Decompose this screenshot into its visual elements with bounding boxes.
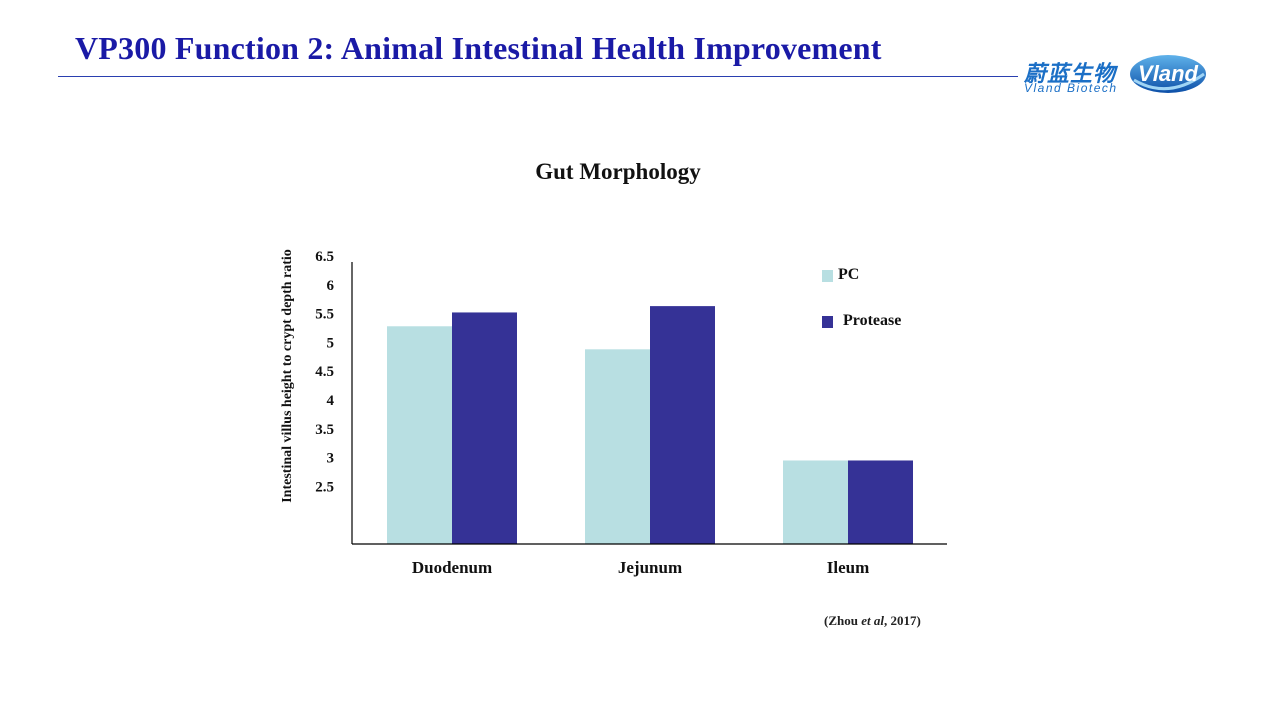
y-tick-label: 5.5 xyxy=(315,307,334,323)
logo-badge-icon: Vland xyxy=(1130,55,1206,93)
y-tick-label: 5 xyxy=(327,335,335,351)
y-tick-label: 6.5 xyxy=(315,249,334,265)
x-tick-label: Ileum xyxy=(827,558,870,577)
y-axis-ticks: 6.5 6 5.5 5 4.5 4 3.5 3 2.5 xyxy=(315,249,334,495)
legend-swatch-pc xyxy=(822,270,833,282)
y-tick-label: 4.5 xyxy=(315,364,334,380)
citation: (Zhou et al, 2017) xyxy=(824,613,921,629)
bar-protease-ileum xyxy=(848,460,913,544)
company-logo: 蔚蓝生物 Vland Biotech Vland xyxy=(1018,50,1208,102)
bar-pc-ileum xyxy=(783,460,848,544)
legend-swatch-protease xyxy=(822,316,833,328)
legend: PC Protease xyxy=(822,266,901,329)
x-tick-label: Duodenum xyxy=(412,558,492,577)
citation-etal: et al xyxy=(861,613,884,628)
bar-pc-duodenum xyxy=(387,326,452,544)
y-tick-label: 3.5 xyxy=(315,422,334,438)
y-tick-label: 4 xyxy=(327,393,335,409)
y-tick-label: 2.5 xyxy=(315,479,334,495)
bars xyxy=(387,306,913,544)
y-tick-label: 6 xyxy=(327,278,335,294)
legend-label-protease: Protease xyxy=(843,312,901,329)
logo-english-name: Vland Biotech xyxy=(1024,81,1118,95)
bar-protease-duodenum xyxy=(452,312,517,544)
bar-pc-jejunum xyxy=(585,349,650,544)
title-divider xyxy=(58,76,1018,77)
x-axis-labels: Duodenum Jejunum Ileum xyxy=(412,558,869,577)
x-tick-label: Jejunum xyxy=(618,558,682,577)
logo-chinese-name: 蔚蓝生物 xyxy=(1024,62,1117,87)
citation-author: (Zhou xyxy=(824,613,862,628)
slide-title: VP300 Function 2: Animal Intestinal Heal… xyxy=(75,30,882,66)
logo-badge-text: Vland xyxy=(1138,61,1198,86)
legend-label-pc: PC xyxy=(838,266,859,283)
citation-year: , 2017) xyxy=(883,613,921,628)
y-axis-label: Intestinal villus height to crypt depth … xyxy=(280,249,295,503)
y-tick-label: 3 xyxy=(327,451,335,467)
chart-title: Gut Morphology xyxy=(535,159,701,184)
bar-protease-jejunum xyxy=(650,306,715,544)
